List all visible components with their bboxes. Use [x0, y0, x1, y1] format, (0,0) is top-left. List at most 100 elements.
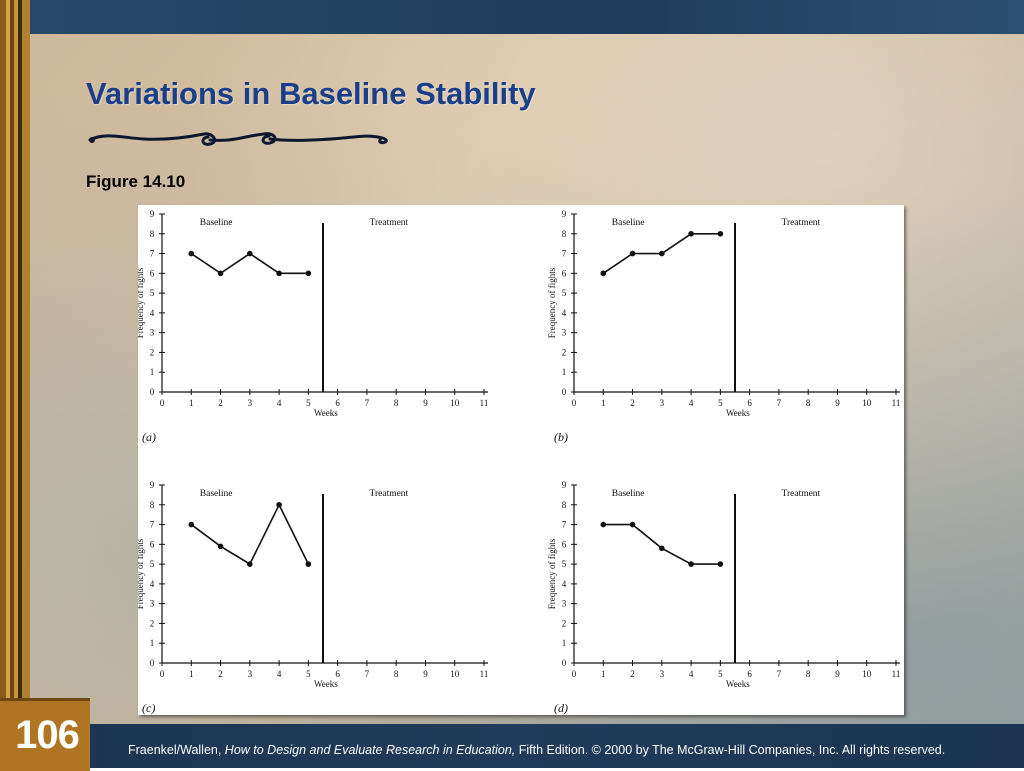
panel-2-x-tick-label: 4 — [689, 398, 694, 408]
panel-4-y-tick-label: 4 — [562, 579, 567, 589]
panel-2-y-tick-label: 7 — [562, 249, 567, 259]
panel-1-series-line — [190, 252, 309, 275]
panel-2-x-tick-label: 1 — [601, 398, 606, 408]
panel-3-x-tick-label: 11 — [480, 669, 489, 679]
panel-4-y-tick-label: 5 — [562, 559, 567, 569]
panel-3-x-tick-label: 9 — [423, 669, 428, 679]
panel-2-data-point — [659, 250, 665, 257]
panel-1-y-tick-label: 6 — [150, 268, 155, 278]
panel-2-phase-label-treatment: Treatment — [782, 218, 821, 228]
footer-citation: Fraenkel/Wallen, How to Design and Evalu… — [128, 743, 945, 757]
panel-4-y-axis-title: Frequency of fights — [547, 538, 557, 609]
panel-4-data-point — [717, 561, 724, 567]
panel-2-x-axis-title: Weeks — [726, 408, 750, 418]
panel-3-y-tick-label: 4 — [150, 579, 155, 589]
panel-1-data-point — [217, 270, 224, 277]
panel-4-x-tick-label: 0 — [572, 669, 577, 679]
panel-3-y-tick-label: 2 — [150, 618, 155, 628]
panel-2-x-tick-label: 8 — [806, 398, 811, 408]
panel-3-x-tick-label: 1 — [189, 669, 194, 679]
panel-1-x-tick-label: 6 — [335, 398, 340, 408]
panel-4-x-tick-label: 1 — [601, 669, 606, 679]
panel-4-x-tick-label: 3 — [660, 669, 665, 679]
footer-bar — [0, 724, 1024, 768]
panel-1-data-point — [247, 250, 253, 257]
panel-2-y-tick-label: 2 — [562, 347, 567, 357]
panel-4-x-tick-label: 7 — [777, 669, 782, 679]
panel-1-phase-label-baseline: Baseline — [200, 218, 233, 228]
panel-1-x-tick-label: 2 — [218, 398, 223, 408]
panel-3-data-point — [276, 501, 282, 508]
panel-2-x-tick-label: 11 — [892, 398, 901, 408]
footer-book-title: How to Design and Evaluate Research in E… — [224, 743, 516, 757]
panel-3-data-point — [305, 561, 312, 567]
panel-4-data-point — [600, 521, 607, 528]
panel-1-x-tick-label: 8 — [394, 398, 399, 408]
panel-1-x-tick-label: 3 — [248, 398, 253, 408]
panel-3-x-tick-label: 2 — [218, 669, 223, 679]
panel-4-y-tick-label: 6 — [562, 539, 567, 549]
panel-3-y-tick-label: 1 — [150, 638, 155, 648]
panel-1-y-tick-label: 5 — [150, 288, 155, 298]
panel-1-x-tick-label: 9 — [423, 398, 428, 408]
panel-1-data-point — [305, 270, 312, 277]
panel-2-y-tick-label: 8 — [562, 229, 567, 239]
panel-4-data-point — [659, 545, 665, 552]
panel-2-x-tick-label: 0 — [572, 398, 577, 408]
panel-2-phase-label-baseline: Baseline — [612, 218, 645, 228]
panel-4-x-tick-label: 5 — [718, 669, 723, 679]
panel-2-x-tick-label: 10 — [862, 398, 872, 408]
panel-4-x-tick-label: 9 — [835, 669, 840, 679]
top-banner — [0, 0, 1024, 34]
footer-authors: Fraenkel/Wallen, — [128, 743, 225, 757]
panel-2-x-tick-label: 2 — [630, 398, 635, 408]
panel-4-phase-label-baseline: Baseline — [612, 489, 645, 499]
panel-2-y-tick-label: 9 — [562, 209, 567, 219]
panel-4-x-tick-label: 4 — [689, 669, 694, 679]
panel-3-phase-label-baseline: Baseline — [200, 489, 233, 499]
panel-2-x-tick-label: 9 — [835, 398, 840, 408]
slide-title: Variations in Baseline Stability — [86, 76, 536, 111]
panel-1-data-point — [276, 270, 282, 277]
panel-4-y-tick-label: 9 — [562, 480, 567, 490]
panel-1-y-tick-label: 4 — [150, 308, 155, 318]
panel-3-y-tick-label: 0 — [150, 658, 155, 668]
panel-2-x-tick-label: 3 — [660, 398, 665, 408]
page-number: 106 — [15, 713, 80, 757]
panel-3-x-tick-label: 8 — [394, 669, 399, 679]
panel-4-x-tick-label: 2 — [630, 669, 635, 679]
panel-2-panel-label: (b) — [554, 430, 568, 444]
panel-4-y-tick-label: 8 — [562, 500, 567, 510]
panel-4-y-tick-label: 3 — [562, 599, 567, 609]
panel-2-data-point — [629, 250, 636, 257]
panel-2-y-tick-label: 0 — [562, 387, 567, 397]
figure-label: Figure 14.10 — [86, 172, 186, 191]
panel-3-y-tick-label: 7 — [150, 520, 155, 530]
panel-3-x-tick-label: 5 — [306, 669, 311, 679]
panel-4-x-tick-label: 11 — [892, 669, 901, 679]
panel-1-phase-label-treatment: Treatment — [370, 218, 409, 228]
panel-2-x-tick-label: 5 — [718, 398, 723, 408]
panel-3-y-tick-label: 9 — [150, 480, 155, 490]
panel-4-y-tick-label: 0 — [562, 658, 567, 668]
panel-3-x-tick-label: 0 — [160, 669, 165, 679]
panel-3-x-tick-label: 6 — [335, 669, 340, 679]
panel-3-data-point — [217, 543, 224, 550]
panel-2-y-tick-label: 3 — [562, 328, 567, 338]
panel-2-y-axis-title: Frequency of fights — [547, 267, 557, 338]
left-decorative-strip — [0, 0, 30, 768]
panel-4-y-tick-label: 1 — [562, 638, 567, 648]
panel-4-x-tick-label: 8 — [806, 669, 811, 679]
panel-3-y-tick-label: 3 — [150, 599, 155, 609]
panel-3-series-line — [190, 502, 310, 566]
panel-4-series-line — [603, 523, 721, 565]
panel-3-y-tick-label: 8 — [150, 500, 155, 510]
flourish-divider-icon — [88, 132, 388, 146]
panel-2-data-point — [717, 230, 724, 237]
panel-4-y-tick-label: 2 — [562, 618, 567, 628]
panel-1-x-tick-label: 11 — [480, 398, 489, 408]
panel-1-y-tick-label: 2 — [150, 347, 155, 357]
panel-2-data-point — [688, 230, 694, 237]
panel-1-x-axis-title: Weeks — [314, 408, 338, 418]
